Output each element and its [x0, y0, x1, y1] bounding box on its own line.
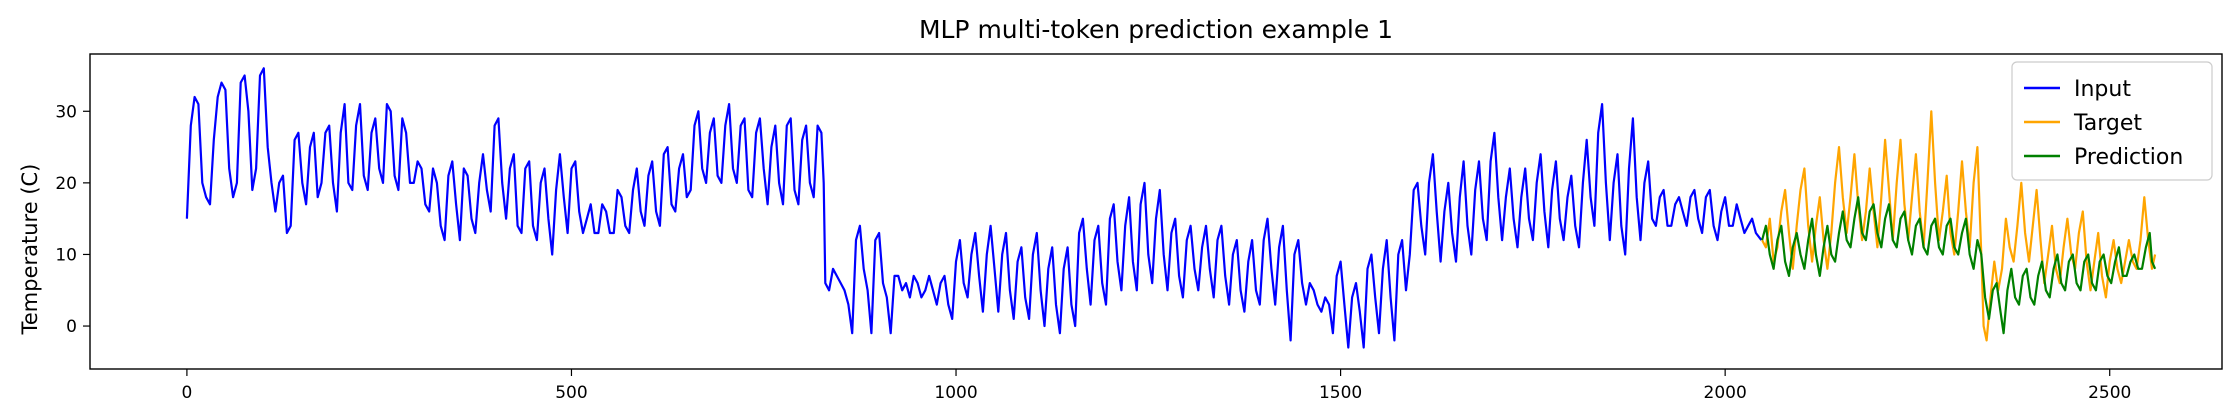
- y-tick-label: 10: [55, 245, 77, 265]
- y-tick-label: 30: [55, 102, 77, 122]
- x-axis: 0 500 1000 1500 2000 2500: [181, 369, 2131, 403]
- y-axis: 0 10 20 30: [55, 102, 90, 337]
- series-line-prediction: [1761, 196, 2157, 335]
- x-tick-label: 1000: [934, 383, 977, 403]
- series-line-target: [1761, 110, 2157, 342]
- x-tick-label: 2000: [1704, 383, 1747, 403]
- y-tick-label: 0: [66, 317, 77, 337]
- x-tick-label: 500: [555, 383, 587, 403]
- chart-title: MLP multi-token prediction example 1: [919, 15, 1393, 44]
- legend: Input Target Prediction: [2011, 61, 2213, 181]
- legend-label-target: Target: [2073, 111, 2142, 136]
- series-line-input: [185, 67, 1763, 349]
- x-tick-label: 1500: [1319, 383, 1362, 403]
- series-layer: [185, 67, 2157, 349]
- x-tick-label: 0: [181, 383, 192, 403]
- y-tick-label: 20: [55, 174, 77, 194]
- plot-frame: [89, 53, 2223, 370]
- legend-label-prediction: Prediction: [2074, 145, 2183, 170]
- legend-label-input: Input: [2074, 77, 2131, 102]
- y-axis-label: Temperature (C): [18, 164, 42, 336]
- legend-frame: [2011, 61, 2213, 181]
- x-tick-label: 2500: [2088, 383, 2131, 403]
